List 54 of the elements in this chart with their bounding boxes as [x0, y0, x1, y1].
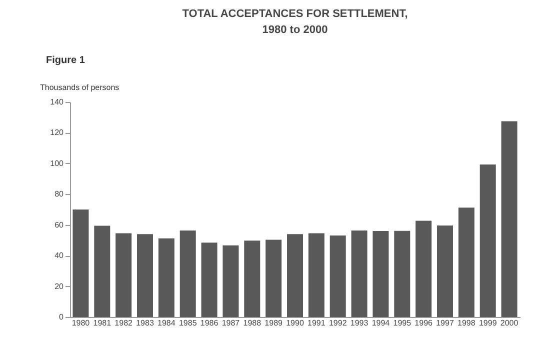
bar — [201, 242, 218, 317]
x-tick-label: 1997 — [436, 318, 454, 328]
caption: Figure 1 — [46, 55, 86, 66]
bar — [266, 240, 282, 317]
text: 1980 to 2000 — [262, 24, 328, 36]
x-tick-label: 1985 — [178, 318, 198, 328]
bar — [351, 230, 368, 317]
y-tick-label: 60 — [54, 220, 64, 230]
x-tick-label: 1992 — [328, 318, 348, 328]
y-tick-label: 120 — [50, 128, 64, 138]
bar — [222, 245, 239, 317]
y-tick-label: 20 — [54, 282, 64, 291]
bar — [287, 234, 303, 317]
bar — [437, 225, 453, 317]
bar — [180, 230, 196, 317]
bar — [372, 231, 389, 317]
bar — [158, 238, 174, 317]
x-tick-label: 1994 — [372, 318, 390, 328]
x-tick-label: 1998 — [458, 318, 476, 328]
bar — [244, 240, 260, 317]
y-tick-label: 140 — [50, 98, 64, 106]
bar — [330, 235, 346, 317]
y-tick-label: 0 — [59, 312, 64, 322]
bar — [94, 226, 110, 317]
x-tick-label: 2000 — [500, 318, 519, 328]
y-tick-label: 80 — [54, 190, 64, 199]
bar — [137, 234, 153, 317]
x-tick-label: 1983 — [136, 318, 154, 328]
bar — [458, 208, 474, 317]
x-tick-label: 1982 — [114, 318, 134, 328]
x-tick-label: 1984 — [158, 318, 176, 328]
x-tick-label: 1987 — [222, 318, 240, 328]
x-tick-label: 1996 — [414, 318, 434, 328]
text: TOTAL ACCEPTANCES FOR SETTLEMENT, — [182, 8, 408, 20]
bar — [72, 210, 89, 317]
x-tick-label: 1999 — [478, 318, 498, 328]
x-tick-label: 1993 — [350, 318, 369, 328]
x-tick-label: 1981 — [93, 318, 112, 328]
x-tick-label: 1989 — [264, 318, 284, 328]
x-tick-label: 1986 — [200, 318, 219, 328]
bar — [501, 121, 518, 317]
bar — [116, 233, 132, 317]
y-axis-title: Thousands of persons — [40, 83, 120, 92]
x-tick-label: 1990 — [286, 318, 304, 328]
x-tick-label: 1991 — [308, 318, 326, 328]
x-tick-label: 1988 — [243, 318, 262, 328]
y-tick-label: 40 — [54, 251, 64, 260]
bar — [416, 220, 432, 317]
x-tick-label: 1995 — [393, 318, 412, 328]
bar — [480, 164, 496, 317]
x-tick-label: 1980 — [72, 318, 90, 328]
y-tick-label: 100 — [50, 158, 64, 168]
bar — [308, 233, 324, 317]
bar — [394, 230, 410, 317]
